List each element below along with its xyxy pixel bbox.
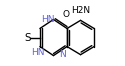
Text: HN: HN	[41, 15, 54, 24]
Text: S: S	[25, 33, 32, 43]
Text: O: O	[62, 10, 69, 19]
Text: HN: HN	[31, 48, 45, 57]
Text: H2N: H2N	[71, 6, 90, 15]
Text: N: N	[60, 50, 66, 59]
